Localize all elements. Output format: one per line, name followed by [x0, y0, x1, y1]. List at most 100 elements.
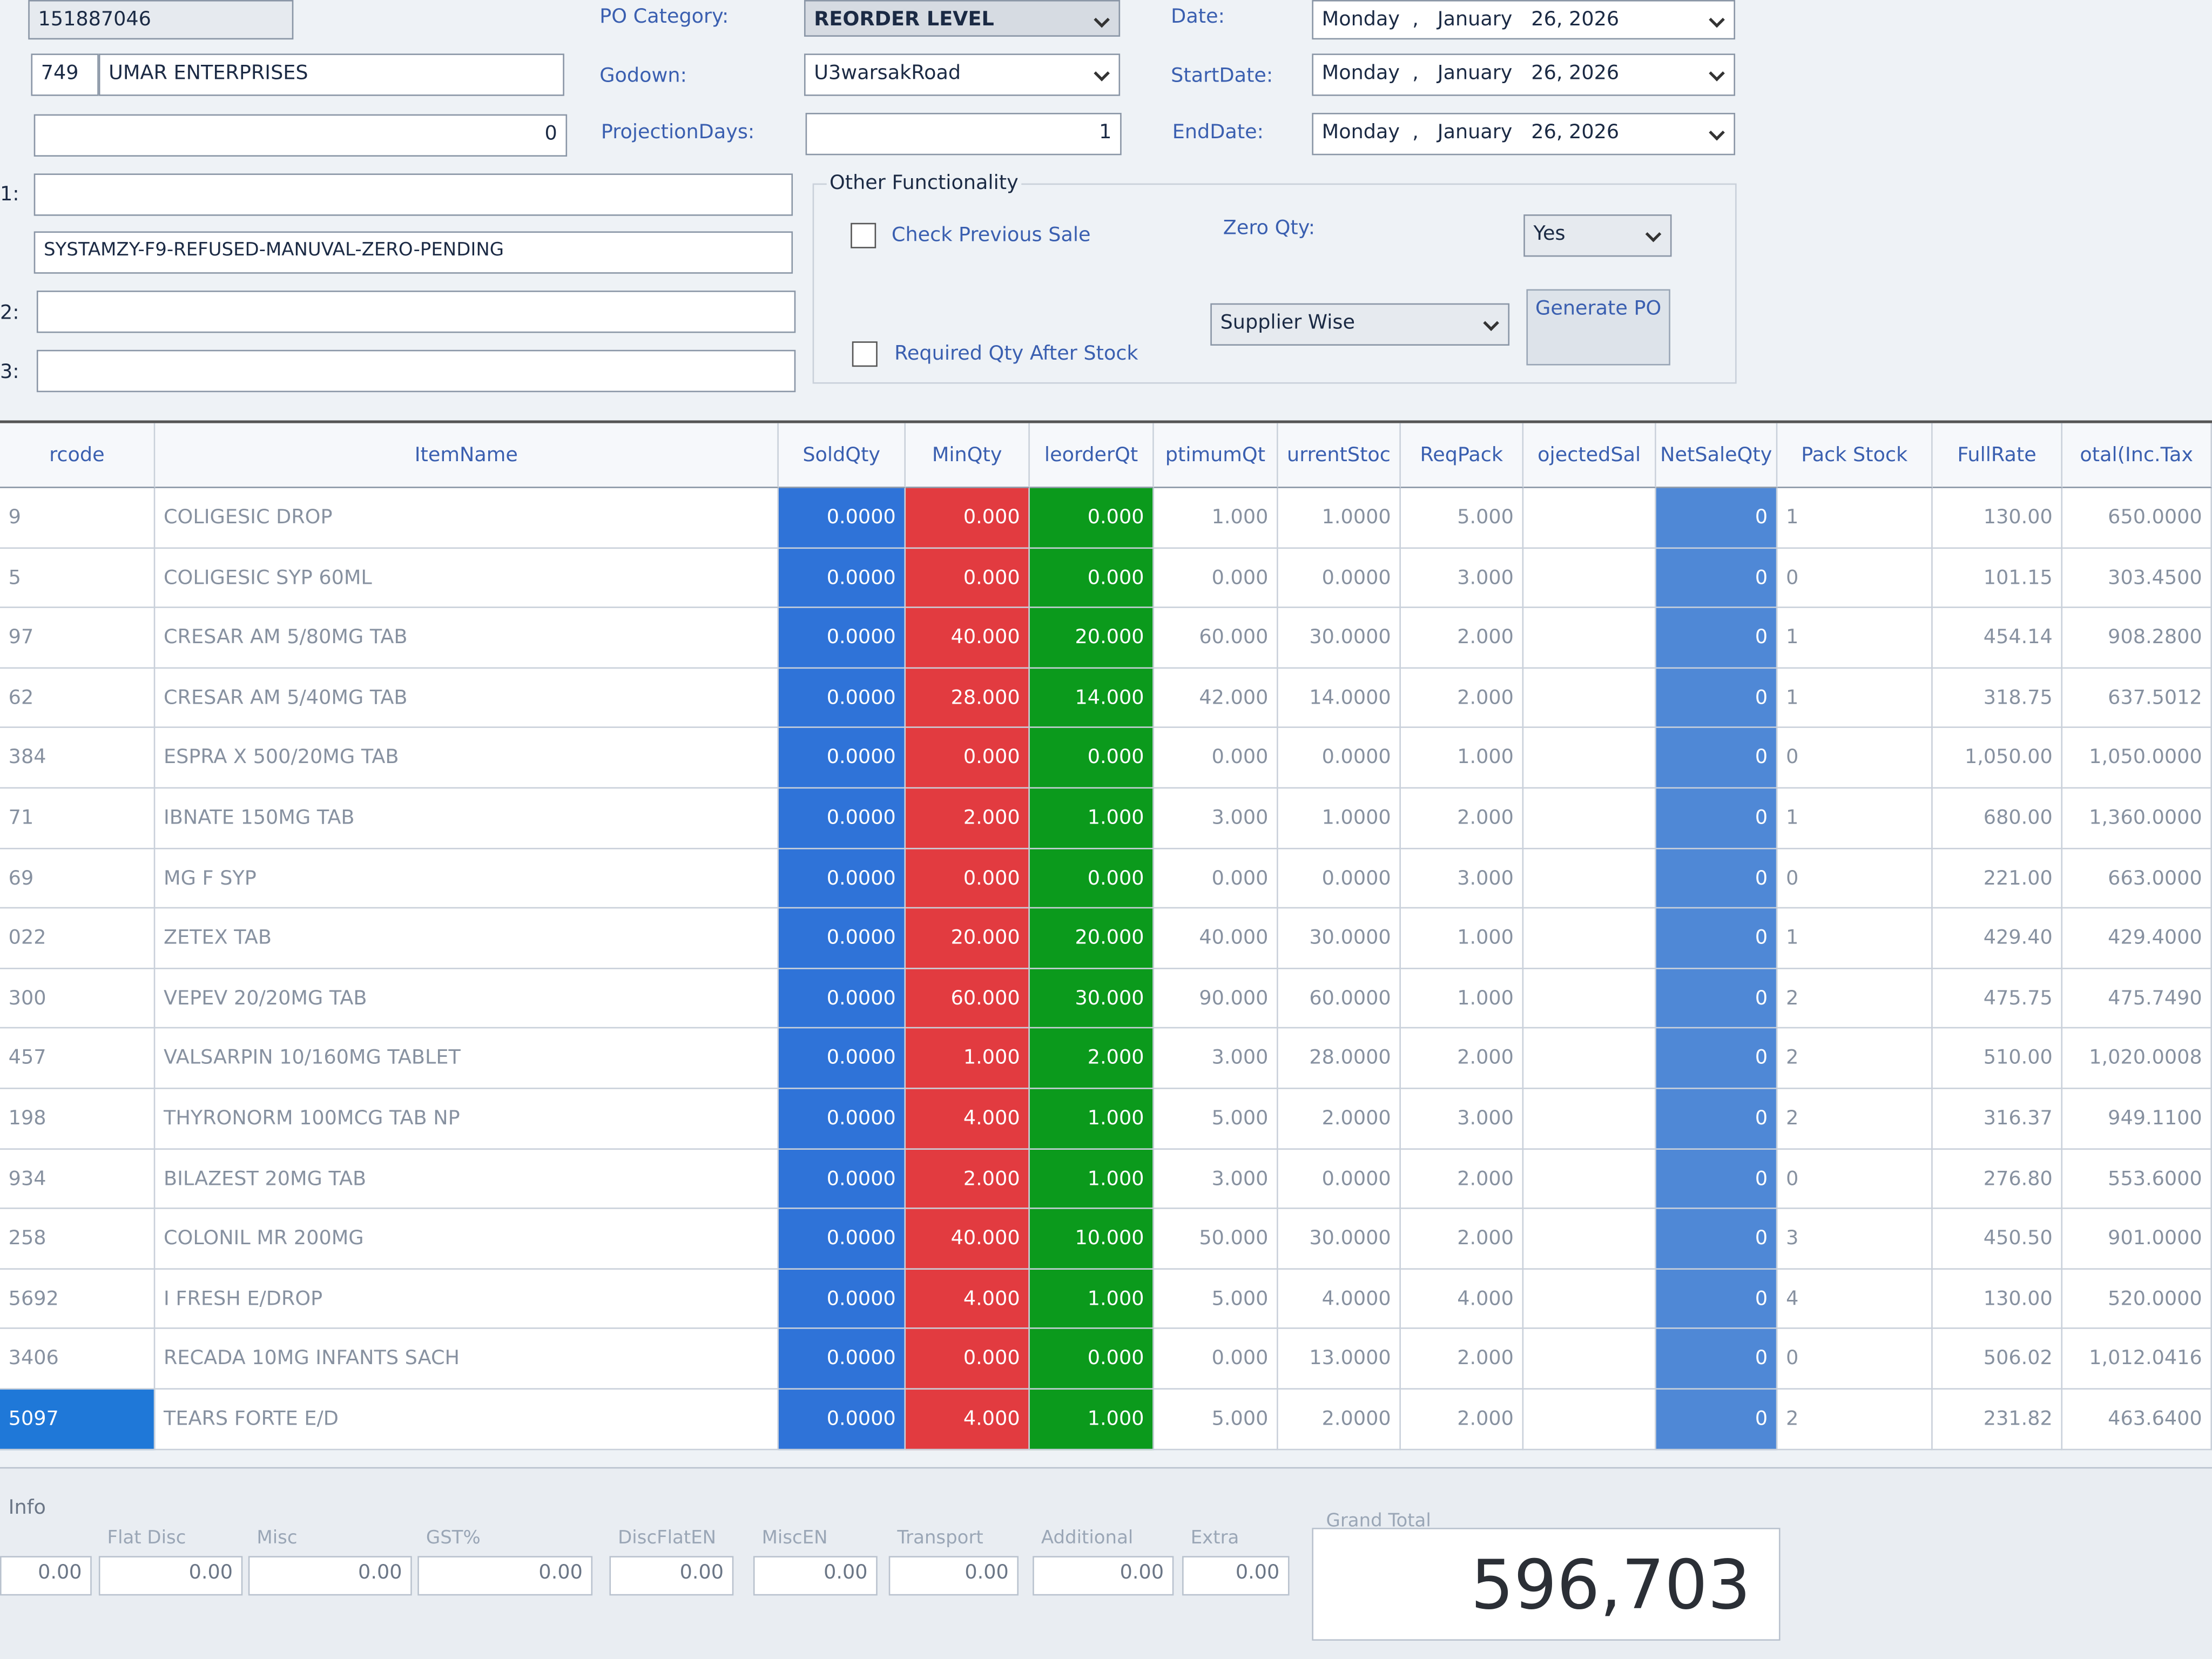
optimum-qty[interactable]: 5.000	[1154, 1089, 1278, 1149]
net-sale-qty[interactable]: 0	[1656, 788, 1778, 849]
reorder-qty[interactable]: 10.000	[1029, 1209, 1154, 1270]
total-inc-tax[interactable]: 908.2800	[2062, 608, 2212, 669]
column-header[interactable]: ojectedSal	[1523, 423, 1656, 488]
item-name[interactable]: VEPEV 20/20MG TAB	[155, 969, 779, 1029]
total-inc-tax[interactable]: 949.1100	[2062, 1089, 2212, 1149]
field-value[interactable]: 0.00	[1033, 1556, 1174, 1596]
generate-po-button[interactable]: Generate PO	[1526, 289, 1670, 366]
projected-sale[interactable]	[1523, 488, 1656, 549]
full-rate[interactable]: 130.00	[1932, 488, 2063, 549]
pack-stock[interactable]: 1	[1777, 908, 1933, 969]
barcode[interactable]: 198	[0, 1089, 156, 1149]
text-field[interactable]	[33, 173, 793, 216]
projected-sale[interactable]	[1523, 848, 1656, 909]
net-sale-qty[interactable]: 0	[1656, 608, 1778, 669]
field-value[interactable]: 0.00	[248, 1556, 412, 1596]
total-inc-tax[interactable]: 1,012.0416	[2062, 1329, 2212, 1390]
barcode[interactable]: 384	[0, 728, 156, 789]
item-name[interactable]: RECADA 10MG INFANTS SACH	[155, 1329, 779, 1390]
projected-sale[interactable]	[1523, 608, 1656, 669]
optimum-qty[interactable]: 42.000	[1154, 668, 1278, 729]
pack-stock[interactable]: 1	[1777, 788, 1933, 849]
sold-qty[interactable]: 0.0000	[778, 908, 906, 969]
req-pack[interactable]: 2.000	[1400, 1209, 1524, 1270]
item-name[interactable]: VALSARPIN 10/160MG TABLET	[155, 1029, 779, 1089]
sold-qty[interactable]: 0.0000	[778, 848, 906, 909]
barcode[interactable]: 5097	[0, 1390, 156, 1450]
full-rate[interactable]: 680.00	[1932, 788, 2063, 849]
net-sale-qty[interactable]: 0	[1656, 1089, 1778, 1149]
min-qty[interactable]: 2.000	[906, 1149, 1030, 1210]
full-rate[interactable]: 101.15	[1932, 548, 2063, 609]
barcode[interactable]: 258	[0, 1209, 156, 1270]
checkbox[interactable]	[851, 222, 876, 248]
current-stock[interactable]: 1.0000	[1278, 788, 1401, 849]
barcode[interactable]: 69	[0, 848, 156, 909]
total-inc-tax[interactable]: 637.5012	[2062, 668, 2212, 729]
net-sale-qty[interactable]: 0	[1656, 969, 1778, 1029]
sold-qty[interactable]: 0.0000	[778, 1209, 906, 1270]
sold-qty[interactable]: 0.0000	[778, 728, 906, 789]
optimum-qty[interactable]: 0.000	[1154, 848, 1278, 909]
barcode[interactable]: 71	[0, 788, 156, 849]
net-sale-qty[interactable]: 0	[1656, 1390, 1778, 1450]
full-rate[interactable]: 475.75	[1932, 969, 2063, 1029]
total-inc-tax[interactable]: 475.7490	[2062, 969, 2212, 1029]
current-stock[interactable]: 0.0000	[1278, 728, 1401, 789]
current-stock[interactable]: 60.0000	[1278, 969, 1401, 1029]
full-rate[interactable]: 1,050.00	[1932, 728, 2063, 789]
item-name[interactable]: CRESAR AM 5/80MG TAB	[155, 608, 779, 669]
current-stock[interactable]: 14.0000	[1278, 668, 1401, 729]
total-inc-tax[interactable]: 1,020.0008	[2062, 1029, 2212, 1089]
item-name[interactable]: COLIGESIC SYP 60ML	[155, 548, 779, 609]
projection-days[interactable]: 1	[805, 112, 1122, 156]
min-qty[interactable]: 0.000	[906, 728, 1030, 789]
column-header[interactable]: otal(Inc.Tax	[2062, 423, 2212, 488]
req-pack[interactable]: 3.000	[1400, 1089, 1524, 1149]
projected-sale[interactable]	[1523, 1209, 1656, 1270]
min-qty[interactable]: 1.000	[906, 1029, 1030, 1089]
req-pack[interactable]: 2.000	[1400, 1329, 1524, 1390]
min-qty[interactable]: 4.000	[906, 1390, 1030, 1450]
net-sale-qty[interactable]: 0	[1656, 1029, 1778, 1089]
item-name[interactable]: TEARS FORTE E/D	[155, 1390, 779, 1450]
optimum-qty[interactable]: 90.000	[1154, 969, 1278, 1029]
checkbox[interactable]	[852, 341, 878, 367]
req-pack[interactable]: 2.000	[1400, 668, 1524, 729]
net-sale-qty[interactable]: 0	[1656, 1269, 1778, 1330]
pack-stock[interactable]: 2	[1777, 969, 1933, 1029]
projected-sale[interactable]	[1523, 728, 1656, 789]
optimum-qty[interactable]: 5.000	[1154, 1390, 1278, 1450]
pack-stock[interactable]: 1	[1777, 608, 1933, 669]
column-header[interactable]: MinQty	[906, 423, 1030, 488]
projected-sale[interactable]	[1523, 1029, 1656, 1089]
field-value[interactable]: 0.00	[753, 1556, 878, 1596]
supplier-name[interactable]: UMAR ENTERPRISES	[98, 53, 564, 96]
optimum-qty[interactable]: 0.000	[1154, 1329, 1278, 1390]
column-header[interactable]: FullRate	[1932, 423, 2063, 488]
sold-qty[interactable]: 0.0000	[778, 548, 906, 609]
po-category-select[interactable]: REORDER LEVEL	[804, 0, 1121, 37]
projected-sale[interactable]	[1523, 969, 1656, 1029]
column-header[interactable]: ItemName	[155, 423, 779, 488]
barcode[interactable]: 022	[0, 908, 156, 969]
reorder-qty[interactable]: 0.000	[1029, 548, 1154, 609]
optimum-qty[interactable]: 60.000	[1154, 608, 1278, 669]
po-number[interactable]: 151887046	[28, 0, 294, 40]
current-stock[interactable]: 30.0000	[1278, 1209, 1401, 1270]
barcode[interactable]: 3406	[0, 1329, 156, 1390]
reorder-qty[interactable]: 0.000	[1029, 1329, 1154, 1390]
reorder-qty[interactable]: 1.000	[1029, 1089, 1154, 1149]
projected-sale[interactable]	[1523, 908, 1656, 969]
sold-qty[interactable]: 0.0000	[778, 1390, 906, 1450]
pack-stock[interactable]: 2	[1777, 1390, 1933, 1450]
column-header[interactable]: rcode	[0, 423, 156, 488]
barcode[interactable]: 300	[0, 969, 156, 1029]
item-name[interactable]: THYRONORM 100MCG TAB NP	[155, 1089, 779, 1149]
reorder-qty[interactable]: 14.000	[1029, 668, 1154, 729]
item-name[interactable]: I FRESH E/DROP	[155, 1269, 779, 1330]
net-sale-qty[interactable]: 0	[1656, 728, 1778, 789]
item-name[interactable]: MG F SYP	[155, 848, 779, 909]
column-header[interactable]: ptimumQt	[1154, 423, 1278, 488]
projected-sale[interactable]	[1523, 788, 1656, 849]
